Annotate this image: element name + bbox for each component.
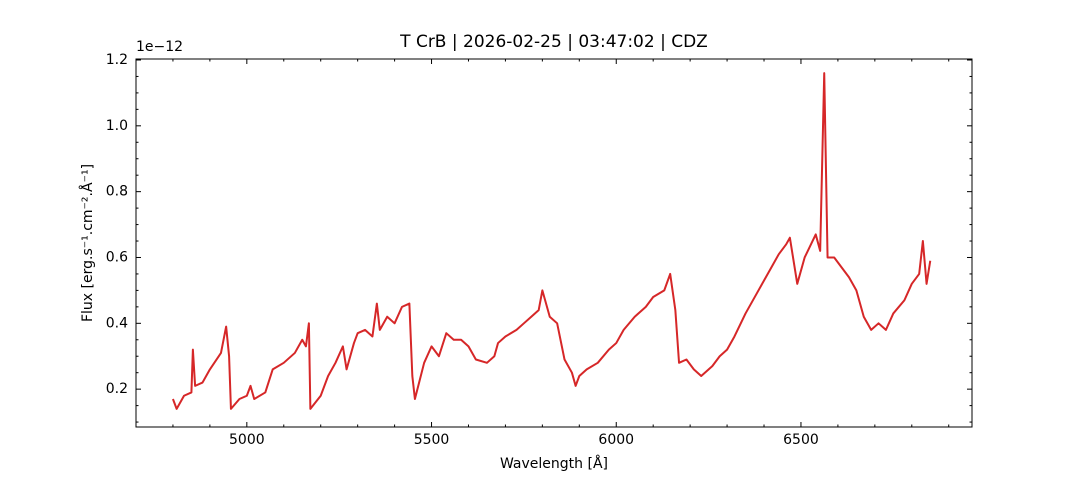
x-axis-label: Wavelength [Å] [500, 455, 608, 472]
x-tick-label: 5000 [229, 432, 265, 448]
plot-frame [135, 58, 973, 428]
y-axis-label: Flux [erg.s⁻¹.cm⁻².Å⁻¹] [79, 164, 96, 322]
y-tick-label: 1.2 [106, 52, 128, 68]
y-tick-label: 1.0 [106, 118, 128, 134]
chart-title: T CrB | 2026-02-25 | 03:47:02 | CDZ [399, 32, 708, 52]
x-tick-label: 6500 [783, 432, 819, 448]
x-tick-label: 5500 [414, 432, 450, 448]
spectrum-line [172, 72, 932, 410]
y-tick-label: 0.4 [106, 315, 128, 331]
y-tick-label: 0.2 [106, 381, 128, 397]
x-tick-label: 6000 [598, 432, 634, 448]
y-tick-label: 0.6 [106, 249, 128, 265]
y-tick-label: 0.8 [106, 184, 128, 200]
y-offset-label: 1e−12 [136, 39, 183, 55]
